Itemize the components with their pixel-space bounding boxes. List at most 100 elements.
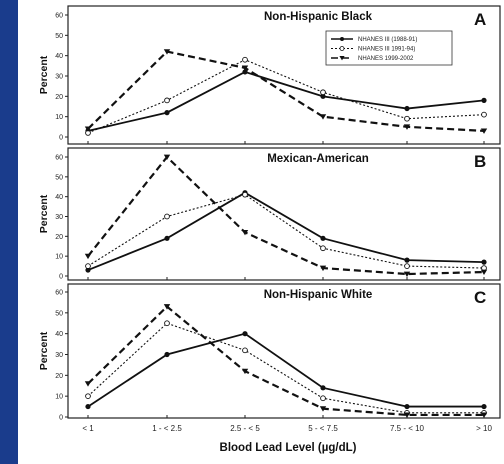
y-tick-label: 20: [55, 234, 63, 241]
data-point: [242, 331, 248, 337]
legend-label: NHANES III (1988-91): [358, 37, 417, 43]
y-tick-label: 10: [55, 394, 63, 401]
data-point: [241, 65, 249, 71]
data-point: [85, 267, 91, 273]
data-point: [241, 229, 249, 236]
data-point: [163, 154, 171, 160]
data-point: [480, 269, 488, 276]
data-point: [85, 393, 91, 400]
y-axis-label: Percent: [38, 55, 50, 94]
legend-entry: NHANES III (1988-91): [331, 37, 417, 43]
y-tick-label: 60: [55, 13, 63, 20]
panel-letter: B: [474, 152, 486, 171]
data-point: [163, 49, 171, 55]
data-point: [481, 259, 487, 265]
x-tick-label: 5 - < 7.5: [308, 424, 338, 433]
y-tick-label: 40: [55, 53, 63, 60]
data-point: [319, 114, 327, 120]
data-point: [320, 235, 326, 241]
y-tick-label: 30: [55, 352, 63, 359]
y-axis-label: Percent: [38, 331, 50, 370]
y-axis-label: Percent: [38, 194, 50, 233]
data-point: [84, 381, 92, 387]
series-1: [85, 190, 487, 273]
data-point: [84, 253, 92, 260]
series-line: [87, 191, 485, 271]
data-point: [403, 412, 411, 418]
series-3: [84, 304, 488, 418]
x-tick-label: < 1: [82, 424, 94, 433]
data-point: [403, 124, 411, 130]
data-point: [320, 385, 326, 391]
data-point: [404, 403, 410, 410]
panel-b: 0 10 20 30 40 50 60 Percent Mexican-American B: [38, 147, 501, 281]
plot-frame: [67, 5, 501, 145]
data-point: [481, 97, 487, 103]
figure-canvas: [18, 0, 504, 464]
y-tick-label: 0: [59, 415, 63, 422]
data-point: [404, 105, 410, 112]
legend-marker: [339, 46, 345, 51]
data-point: [163, 304, 171, 310]
data-point: [164, 351, 170, 358]
series-line: [87, 305, 484, 417]
y-tick-label: 50: [55, 33, 63, 40]
data-point: [404, 263, 410, 269]
x-axis-tick-labels: < 1 1 - < 2.5 2.5 - < 5 5 - < 7.5 7.5 - < 10…: [82, 424, 492, 433]
y-tick-label: 50: [55, 174, 63, 181]
data-point: [241, 368, 249, 375]
y-tick-label: 0: [59, 135, 63, 142]
panel-c: 0 10 20 30 40 50 60 Percent Non-Hispanic White C: [38, 283, 501, 422]
data-point: [242, 191, 248, 198]
data-point: [164, 320, 170, 327]
plot-frame: [67, 147, 501, 281]
data-point: [404, 115, 410, 122]
legend-label: NHANES 1999-2002: [358, 56, 414, 62]
series-line: [87, 155, 485, 276]
panel-title: Non-Hispanic Black: [264, 11, 373, 23]
x-tick-label: > 10: [476, 424, 492, 433]
legend-entry: NHANES III 1991-94): [331, 46, 415, 53]
data-point: [242, 56, 248, 63]
y-tick-label: 20: [55, 94, 63, 101]
series-line: [87, 70, 485, 132]
panel-title: Mexican-American: [267, 153, 369, 165]
data-point: [480, 128, 488, 134]
panel-letter: A: [474, 10, 486, 29]
data-point: [403, 271, 411, 278]
y-tick-label: 30: [55, 214, 63, 221]
data-point: [320, 89, 326, 96]
data-point: [319, 406, 327, 412]
series-3: [84, 154, 488, 278]
y-tick-label: 60: [55, 290, 63, 297]
plot-frame: [67, 283, 501, 419]
legend: NHANES III (1988-91) NHANES III 1991-94) N…: [325, 30, 453, 66]
legend-entry: NHANES 1999-2002: [331, 56, 414, 62]
data-point: [164, 97, 170, 104]
series-line: [87, 194, 485, 269]
data-point: [164, 213, 170, 220]
y-tick-label: 10: [55, 114, 63, 121]
series-line: [87, 50, 485, 132]
x-tick-label: 7.5 - < 10: [390, 424, 425, 433]
y-tick-label: 50: [55, 310, 63, 317]
data-point: [85, 403, 91, 410]
data-point: [480, 412, 488, 418]
data-point: [164, 235, 170, 241]
data-point: [320, 93, 326, 99]
data-point: [320, 245, 326, 252]
y-tick-label: 40: [55, 331, 63, 338]
data-point: [320, 395, 326, 402]
data-point: [319, 265, 327, 272]
data-point: [242, 347, 248, 354]
series-2: [85, 191, 487, 271]
data-point: [404, 257, 410, 263]
data-point: [84, 126, 92, 132]
y-tick-label: 60: [55, 155, 63, 162]
data-point: [481, 111, 487, 118]
data-point: [164, 110, 170, 116]
series-1: [85, 331, 487, 410]
panels: 0 10 20 30 40 50 60 Percent Non-Hispanic Black A 0…: [38, 5, 501, 422]
series-3: [84, 49, 488, 134]
x-tick-label: 2.5 - < 5: [230, 424, 260, 433]
